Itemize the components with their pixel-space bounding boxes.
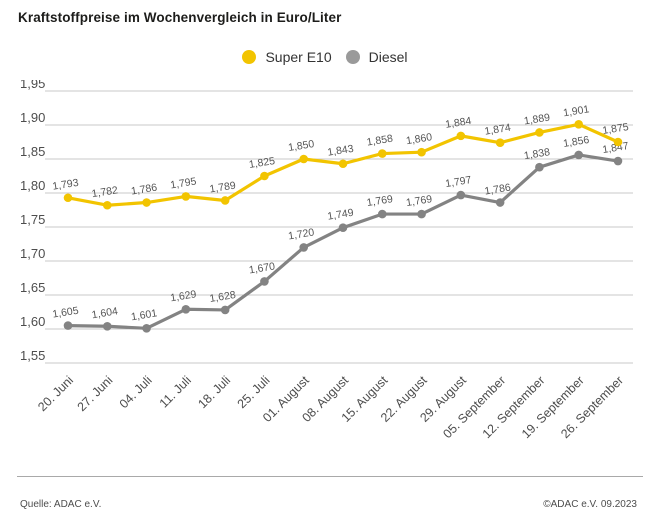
data-point-super-e10 [495, 138, 505, 147]
data-point-super-e10 [142, 198, 151, 207]
data-point-super-e10 [535, 128, 544, 137]
value-label: 1,749 [327, 207, 355, 223]
diesel-dot-icon [345, 50, 360, 64]
data-point-super-e10 [260, 171, 269, 181]
data-point-super-e10 [417, 147, 426, 157]
value-label: 1,720 [287, 226, 315, 242]
y-axis-tick-label: 1,65 [20, 280, 45, 295]
value-label: 1,856 [562, 134, 590, 150]
value-label: 1,795 [169, 175, 197, 191]
value-label: 1,601 [130, 307, 158, 323]
value-label: 1,769 [366, 193, 394, 209]
x-axis-tick-label: 20. Juni [35, 373, 76, 414]
value-label: 1,793 [52, 177, 80, 193]
y-axis-tick-label: 1,60 [20, 314, 45, 329]
y-axis-tick-label: 1,95 [20, 80, 45, 91]
data-point-diesel [613, 156, 623, 166]
y-axis-tick-label: 1,80 [20, 178, 45, 193]
data-point-diesel [377, 209, 387, 219]
value-label: 1,874 [484, 122, 512, 138]
value-label: 1,605 [52, 305, 80, 321]
data-point-diesel [299, 243, 309, 252]
data-point-super-e10 [220, 196, 230, 205]
data-point-super-e10 [299, 154, 309, 164]
value-label: 1,604 [91, 305, 119, 321]
value-label: 1,901 [562, 103, 590, 119]
legend-item-diesel: Diesel [345, 49, 408, 65]
chart-legend: Super E10 Diesel [0, 49, 650, 65]
data-point-diesel [63, 321, 73, 330]
line-chart: 1,95 1,90 1,85 1,80 1,75 1,70 1,65 1,60 1,55 20. … [20, 80, 633, 441]
data-point-diesel [142, 324, 151, 333]
value-label: 1,889 [523, 112, 551, 128]
value-label: 1,786 [130, 182, 158, 198]
value-label: 1,786 [484, 182, 512, 198]
y-axis-tick-label: 1,75 [20, 212, 45, 227]
data-point-diesel [181, 304, 191, 314]
value-label: 1,884 [444, 115, 472, 131]
x-axis-tick-label: 25. Juli [235, 373, 273, 411]
y-axis-tick-label: 1,55 [20, 348, 45, 363]
x-axis-tick-label: 18. Juli [195, 373, 233, 411]
source-credit: Quelle: ADAC e.V. [20, 499, 102, 510]
data-point-diesel [535, 162, 544, 172]
value-label: 1,797 [444, 174, 472, 190]
value-label: 1,782 [91, 184, 119, 200]
super-e10-dot-icon [242, 50, 257, 64]
data-point-diesel [260, 277, 269, 286]
data-point-super-e10 [377, 149, 387, 158]
data-point-super-e10 [456, 131, 466, 141]
y-axis-tick-label: 1,85 [20, 144, 45, 159]
data-point-super-e10 [102, 200, 112, 210]
value-label: 1,628 [209, 289, 237, 305]
value-label: 1,825 [248, 155, 276, 171]
legend-label-super-e10: Super E10 [265, 49, 332, 65]
data-point-diesel [456, 190, 466, 200]
y-axis-tick-label: 1,70 [20, 246, 45, 261]
legend-label-diesel: Diesel [368, 49, 408, 65]
data-point-diesel [495, 198, 505, 207]
data-point-diesel [102, 321, 112, 331]
data-point-super-e10 [613, 137, 623, 147]
x-axis-tick-label: 11. Juli [157, 373, 194, 410]
data-point-super-e10 [338, 159, 348, 169]
data-point-diesel [220, 305, 230, 315]
series-line-diesel [66, 153, 620, 330]
copyright-notice: ©ADAC e.V. 09.2023 [543, 499, 637, 510]
footer-divider [17, 476, 643, 477]
x-axis-tick-label: 04. Juli [117, 373, 155, 411]
chart-title: Kraftstoffpreise im Wochenvergleich in E… [18, 10, 342, 25]
y-axis-tick-label: 1,90 [20, 110, 45, 125]
legend-item-super-e10: Super E10 [242, 49, 332, 65]
value-label: 1,670 [248, 260, 276, 276]
value-label: 1,629 [169, 288, 197, 304]
value-label: 1,843 [327, 143, 355, 159]
data-point-diesel [574, 150, 584, 160]
value-label: 1,875 [602, 121, 630, 137]
data-point-super-e10 [181, 192, 191, 201]
data-point-diesel [338, 223, 348, 232]
value-label: 1,789 [209, 180, 237, 196]
value-label: 1,769 [405, 193, 433, 209]
value-label: 1,858 [366, 133, 394, 149]
value-label: 1,860 [405, 131, 433, 147]
data-point-super-e10 [63, 193, 73, 203]
value-label: 1,850 [287, 138, 315, 154]
data-point-diesel [417, 209, 426, 219]
value-label: 1,838 [523, 146, 551, 162]
value-label: 1,847 [602, 140, 630, 156]
x-axis-tick-label: 27. Juni [75, 373, 116, 414]
data-point-super-e10 [574, 120, 584, 129]
